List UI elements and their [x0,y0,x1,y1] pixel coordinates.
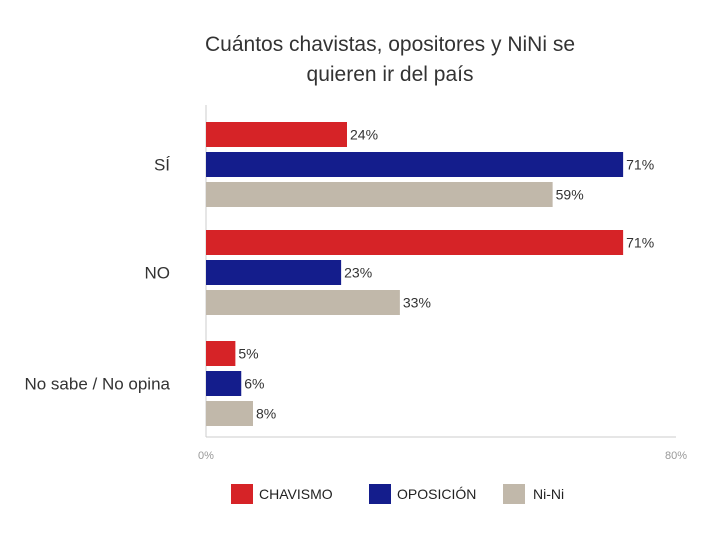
legend-label: OPOSICIÓN [397,486,476,502]
bar [206,230,624,255]
bar-value-label: 6% [244,376,264,392]
bar [206,152,624,177]
legend-swatch [231,484,253,504]
legend-label: CHAVISMO [259,486,333,502]
bar-value-label: 71% [626,235,654,251]
bar-value-label: 71% [626,157,654,173]
bar [206,290,400,315]
bar-value-label: 59% [556,187,584,203]
x-tick-label: 80% [665,450,687,462]
legend-swatch [503,484,525,504]
bar-value-label: 33% [403,295,431,311]
bar [206,371,242,396]
bar [206,182,553,207]
bar-value-label: 23% [344,265,372,281]
bar-value-label: 5% [238,346,258,362]
bar [206,260,342,285]
chart-title: Cuántos chavistas, opositores y NiNi se … [205,33,575,86]
bar [206,341,236,366]
category-label: NO [145,264,171,283]
legend-swatch [369,484,391,504]
bar-value-label: 8% [256,406,276,422]
legend-label: Ni-Ni [533,486,564,502]
bar-value-label: 24% [350,127,378,143]
bar [206,122,347,147]
bar [206,401,253,426]
x-tick-label: 0% [198,450,214,462]
category-label: SÍ [154,156,170,175]
category-label: No sabe / No opina [24,375,170,394]
